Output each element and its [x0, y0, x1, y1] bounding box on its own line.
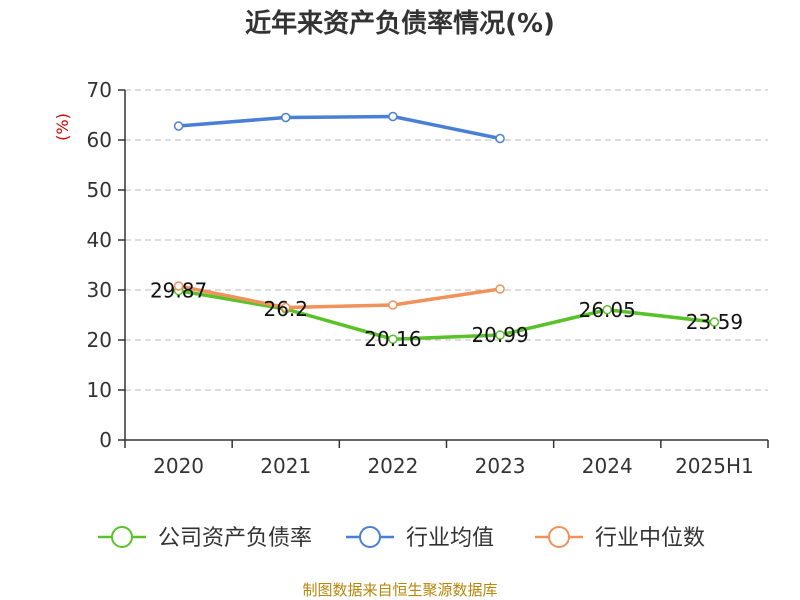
series-line — [178, 288, 715, 341]
x-tick-label: 2025H1 — [675, 454, 754, 478]
data-point — [602, 305, 612, 315]
data-point — [495, 330, 505, 340]
y-tick-label: 40 — [87, 228, 112, 252]
y-tick-label: 20 — [87, 328, 112, 352]
chart-title: 近年来资产负债率情况(%) — [245, 8, 555, 39]
legend-marker — [548, 526, 570, 548]
data-label: 20.99 — [471, 323, 528, 347]
source-note: 制图数据来自恒生聚源数据库 — [302, 581, 497, 599]
legend-label: 公司资产负债率 — [158, 526, 312, 551]
grid-lines — [125, 89, 768, 391]
data-label: 26.05 — [579, 298, 636, 322]
legend: 公司资产负债率 行业均值 行业中位数 — [98, 526, 705, 551]
x-tick-label: 2024 — [582, 454, 633, 478]
data-point — [281, 302, 291, 313]
axes: 0 10 20 30 40 50 60 70 2020 2021 2022 2023 2024 2025H… — [87, 78, 769, 478]
data-point — [495, 284, 505, 294]
series-line — [178, 284, 501, 310]
data-label: 23.59 — [686, 310, 743, 334]
data-point — [173, 121, 184, 131]
data-point — [173, 281, 184, 291]
legend-label: 行业中位数 — [595, 526, 705, 551]
data-point — [388, 300, 398, 310]
y-tick-label: 30 — [87, 278, 112, 302]
data-point — [495, 133, 505, 144]
y-tick-label: 0 — [99, 428, 112, 452]
y-tick-label: 70 — [87, 78, 112, 102]
y-tick-label: 60 — [87, 128, 112, 152]
data-label: 26.2 — [263, 297, 308, 321]
series-line — [178, 114, 501, 141]
data-labels: 29.87 26.2 20.16 20.99 26.05 23.59 — [150, 279, 743, 352]
data-label: 29.87 — [150, 279, 207, 303]
x-tick-label: 2023 — [475, 454, 526, 478]
y-tick-label: 50 — [87, 178, 112, 202]
y-axis-label: (%) — [53, 113, 72, 141]
legend-label: 行业均值 — [406, 526, 494, 551]
data-point — [281, 112, 291, 123]
series-lines — [173, 111, 720, 344]
data-point — [388, 334, 398, 344]
data-point — [388, 111, 398, 122]
data-point — [709, 317, 720, 327]
data-label: 20.16 — [364, 327, 421, 351]
x-tick-label: 2022 — [367, 454, 418, 478]
y-tick-label: 10 — [87, 378, 112, 402]
legend-marker — [111, 526, 133, 548]
x-tick-label: 2020 — [153, 454, 204, 478]
x-tick-label: 2021 — [260, 454, 311, 478]
legend-marker — [359, 526, 381, 548]
